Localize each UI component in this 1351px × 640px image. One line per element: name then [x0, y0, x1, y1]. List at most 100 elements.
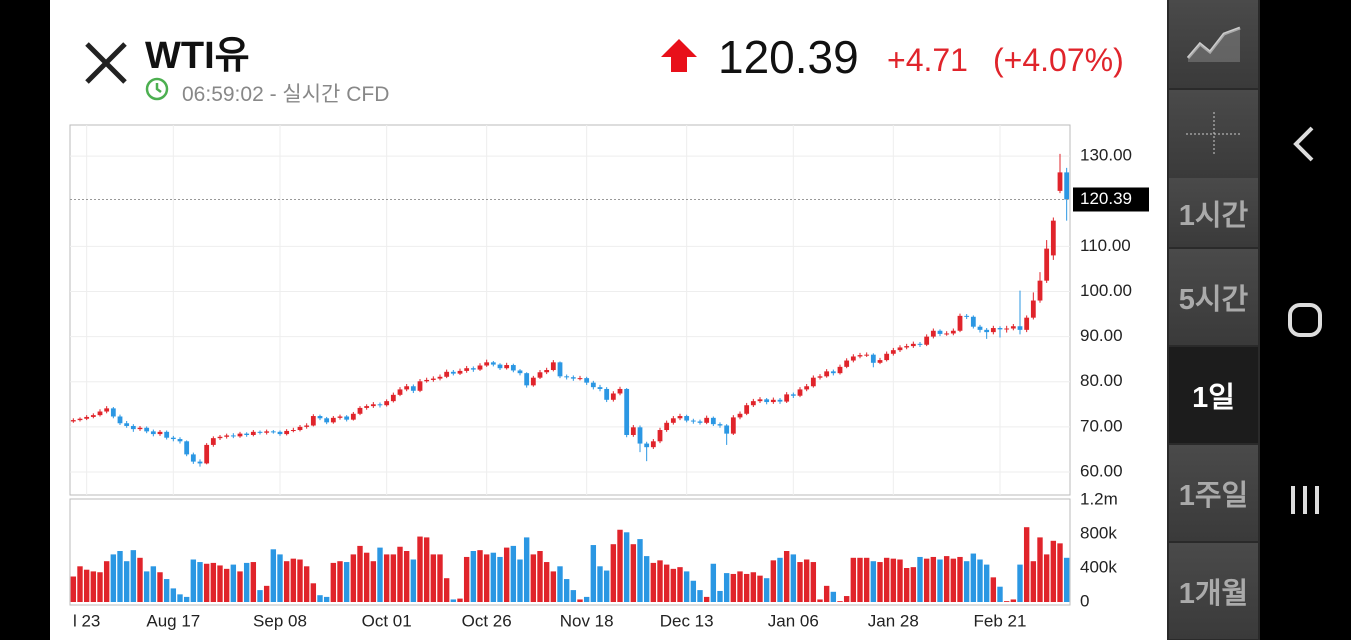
candle-body	[230, 435, 236, 437]
volume-bar	[197, 562, 203, 602]
volume-bar	[730, 573, 737, 602]
volume-bar	[443, 578, 450, 602]
candle-body	[577, 378, 583, 380]
candle-body	[910, 343, 916, 347]
candle-body	[150, 431, 156, 435]
volume-bar	[417, 536, 423, 602]
candle-body	[104, 408, 110, 412]
candle-body	[210, 438, 216, 445]
volume-bar	[270, 549, 277, 602]
candle-body	[650, 441, 656, 448]
volume-bar	[770, 560, 777, 602]
candle-body	[190, 454, 196, 462]
candle-body	[750, 401, 756, 406]
candle-body	[1050, 220, 1056, 256]
volume-bar	[930, 556, 937, 602]
volume-bar	[1030, 561, 1037, 602]
candle-body	[890, 350, 896, 354]
volume-bar	[737, 571, 743, 602]
volume-bar	[423, 537, 430, 602]
volume-bar	[510, 545, 517, 602]
volume-bar	[723, 573, 730, 602]
candle-body	[617, 388, 623, 394]
y-tick-label: 0	[1080, 591, 1089, 610]
candle-body	[130, 425, 136, 430]
instrument-name: WTI유	[145, 35, 250, 77]
candle-body	[850, 356, 856, 361]
volume-bar	[937, 559, 943, 602]
volume-bar	[1003, 601, 1010, 602]
candle-body	[610, 393, 616, 400]
volume-bar	[303, 566, 310, 602]
back-button[interactable]	[1290, 124, 1320, 164]
volume-bar	[1017, 564, 1023, 602]
volume-bar	[163, 579, 170, 602]
volume-bar	[1010, 599, 1017, 602]
interval-button[interactable]: 5시간	[1169, 249, 1258, 345]
volume-bar	[390, 554, 397, 602]
volume-bar	[343, 562, 350, 602]
candle-body	[570, 377, 576, 379]
candle-body	[977, 326, 983, 330]
candle-body	[797, 389, 803, 396]
current-price-label: 120.39	[1080, 189, 1132, 208]
close-button[interactable]	[83, 40, 129, 86]
candle-body	[757, 399, 763, 402]
x-tick-label: Dec 13	[660, 611, 714, 630]
chart-type-button[interactable]	[1169, 0, 1258, 88]
candle-body	[484, 362, 490, 366]
interval-button[interactable]: 1시간	[1169, 178, 1258, 247]
volume-bar	[250, 562, 257, 602]
candle-body	[317, 416, 323, 419]
volume-bar	[377, 547, 383, 602]
volume-bar	[550, 571, 557, 602]
volume-bar	[757, 575, 763, 602]
volume-bar	[483, 554, 490, 602]
volume-bar	[70, 576, 77, 602]
volume-bar	[637, 539, 643, 602]
y-tick-label: 60.00	[1080, 461, 1123, 480]
volume-bar	[823, 585, 830, 602]
home-button[interactable]	[1287, 302, 1323, 338]
interval-button[interactable]: 1주일	[1169, 445, 1258, 541]
candle-body	[697, 421, 703, 423]
candle-body	[364, 406, 370, 408]
crosshair-button[interactable]	[1169, 90, 1258, 178]
volume-bar	[863, 557, 870, 602]
y-tick-label: 90.00	[1080, 326, 1123, 345]
candle-body	[590, 382, 596, 388]
volume-bar	[117, 551, 123, 602]
x-tick-label: Oct 26	[462, 611, 512, 630]
volume-bar	[497, 556, 503, 602]
volume-bar	[943, 556, 950, 602]
interval-button[interactable]: 1일	[1169, 347, 1258, 443]
x-tick-label: Oct 01	[362, 611, 412, 630]
price-frame	[69, 124, 1071, 496]
interval-button[interactable]: 1개월	[1169, 543, 1258, 639]
volume-bar	[577, 599, 583, 602]
candle-body	[277, 431, 283, 435]
candle-body	[550, 362, 556, 371]
candle-body	[777, 399, 783, 402]
candle-body	[84, 416, 90, 419]
candle-body	[177, 439, 183, 442]
y-tick-label: 1.2m	[1080, 489, 1118, 508]
candle-body	[784, 394, 790, 402]
candle-body	[444, 371, 450, 377]
candle-body	[744, 405, 750, 414]
candle-body	[344, 416, 350, 420]
volume-bar	[777, 557, 783, 602]
volume-bar	[623, 532, 630, 602]
recents-button[interactable]	[1287, 482, 1323, 518]
volume-bar	[717, 590, 723, 602]
candle-body	[717, 424, 723, 426]
volume-bar	[1057, 543, 1063, 602]
candle-body	[1037, 280, 1043, 301]
volume-bar	[657, 560, 663, 602]
candle-body	[897, 347, 903, 351]
x-tick-label: Feb 21	[974, 611, 1027, 630]
candle-body	[930, 330, 936, 337]
volume-bar	[857, 557, 863, 602]
volume-bar	[850, 557, 857, 602]
x-tick-label: Jan 06	[768, 611, 819, 630]
